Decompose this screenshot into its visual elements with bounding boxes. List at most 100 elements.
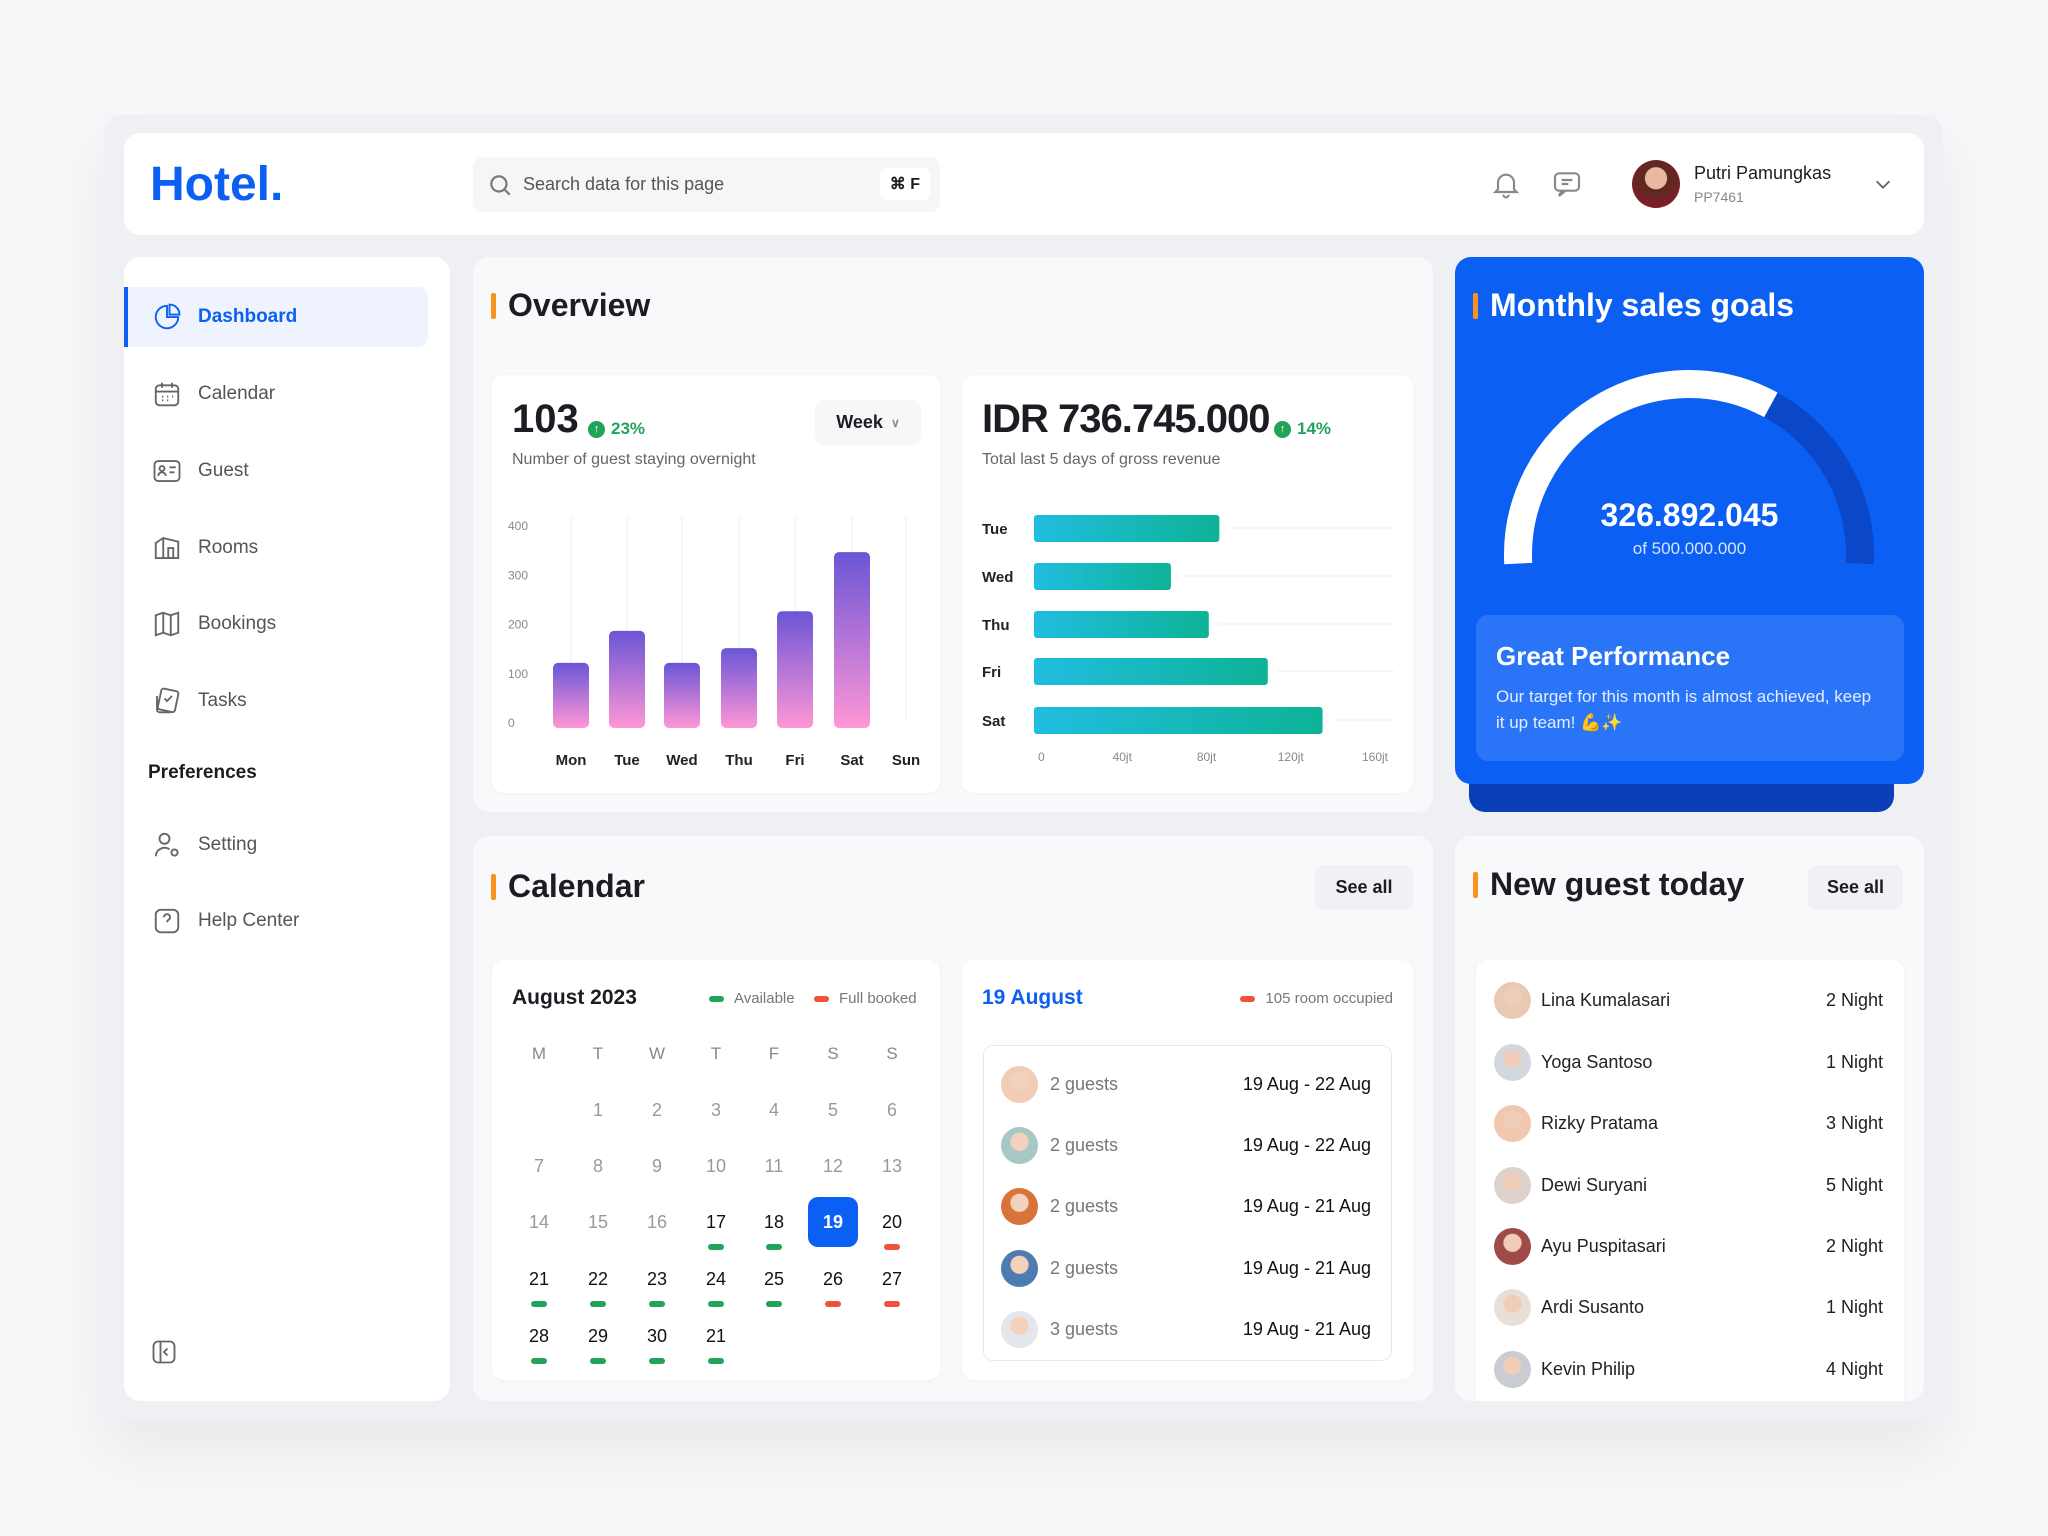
guest-row[interactable]: Rizky Pratama 3 Night [1476, 1103, 1904, 1143]
guest-row[interactable]: Ayu Puspitasari 2 Night [1476, 1226, 1904, 1266]
calendar-day[interactable]: 3 [710, 1099, 721, 1120]
calendar-panel: Calendar See all August 2023 Available F… [473, 836, 1433, 1401]
x-tick-label: Tue [614, 752, 640, 769]
available-indicator [649, 1358, 665, 1364]
calendar-day[interactable]: 8 [592, 1155, 603, 1176]
calendar-day[interactable]: 4 [768, 1099, 779, 1120]
sidebar-item-rooms[interactable]: Rooms [124, 518, 428, 578]
calendar-day[interactable]: 21 [528, 1268, 550, 1289]
calendar-day[interactable]: 29 [587, 1325, 609, 1346]
booking-row[interactable]: 2 guests 19 Aug - 21 Aug [984, 1248, 1391, 1288]
x-tick-label: Sat [840, 752, 863, 769]
guest-row[interactable]: Dewi Suryani 5 Night [1476, 1165, 1904, 1205]
calendar-day[interactable]: 27 [881, 1268, 903, 1289]
bell-icon[interactable] [1490, 168, 1522, 200]
header: Hotel. Search data for this page ⌘ F Put… [124, 133, 1924, 235]
guest-name: Yoga Santoso [1541, 1051, 1653, 1072]
chat-icon[interactable] [1551, 168, 1583, 200]
calendar-day[interactable]: 12 [822, 1155, 844, 1176]
calendar-day[interactable]: 13 [881, 1155, 903, 1176]
calendar-day[interactable]: 5 [827, 1099, 838, 1120]
calendar-title: Calendar [491, 868, 645, 905]
bar-mon [553, 662, 589, 728]
guests-see-all-button[interactable]: See all [1808, 865, 1903, 910]
calendar-day[interactable]: 1 [592, 1099, 603, 1120]
sidebar-item-calendar[interactable]: Calendar [124, 364, 428, 424]
revenue-value: IDR 736.745.000 [982, 397, 1270, 441]
calendar-day[interactable]: 15 [587, 1211, 609, 1232]
full-indicator [884, 1301, 900, 1307]
search-input[interactable]: Search data for this page ⌘ F [473, 157, 940, 212]
calendar-day[interactable]: 17 [705, 1211, 727, 1232]
guest-row[interactable]: Lina Kumalasari 2 Night [1476, 980, 1904, 1020]
booking-dates: 19 Aug - 21 Aug [1242, 1318, 1371, 1339]
calendar-day[interactable]: 2 [651, 1099, 662, 1120]
user-gear-icon [154, 832, 179, 857]
sidebar-item-help-center[interactable]: Help Center [124, 891, 428, 951]
weekday-label: T [710, 1044, 722, 1063]
guest-row[interactable]: Kevin Philip 4 Night [1476, 1349, 1904, 1389]
arrow-up-icon: ↑ [588, 420, 605, 438]
booking-row[interactable]: 2 guests 19 Aug - 22 Aug [984, 1125, 1391, 1165]
user-id: PP7461 [1694, 189, 1744, 205]
calendar-day[interactable]: 10 [705, 1155, 727, 1176]
sidebar-item-guest[interactable]: Guest [124, 441, 428, 501]
guest-avatar [1494, 1288, 1531, 1326]
guest-name: Ardi Susanto [1541, 1296, 1645, 1317]
calendar-day[interactable]: 9 [651, 1155, 662, 1176]
calendar-day[interactable]: 19 [808, 1197, 858, 1247]
period-dropdown[interactable]: Week ∨ [815, 400, 921, 445]
booking-row[interactable]: 2 guests 19 Aug - 21 Aug [984, 1186, 1391, 1226]
guest-change-badge: ↑ 23% [588, 419, 645, 439]
calendar-day[interactable]: 26 [822, 1268, 844, 1289]
sidebar-item-tasks[interactable]: Tasks [124, 671, 428, 731]
occupied-swatch [1240, 995, 1256, 1002]
booking-row[interactable]: 3 guests 19 Aug - 21 Aug [984, 1309, 1391, 1349]
revenue-change-badge: ↑ 14% [1274, 419, 1331, 439]
sales-gauge [1504, 370, 1874, 565]
user-avatar[interactable] [1632, 160, 1680, 208]
sidebar-item-dashboard[interactable]: Dashboard [124, 287, 428, 347]
sidebar-item-setting[interactable]: Setting [124, 815, 428, 875]
x-tick-label: Wed [666, 752, 697, 769]
calendar-day[interactable]: 14 [528, 1211, 550, 1232]
calendar-day[interactable]: 23 [646, 1268, 668, 1289]
chevron-down-icon[interactable] [1872, 173, 1894, 195]
collapse-sidebar-icon[interactable] [150, 1338, 178, 1366]
calendar-day[interactable]: 25 [763, 1268, 785, 1289]
booking-row[interactable]: 2 guests 19 Aug - 22 Aug [984, 1064, 1391, 1104]
calendar-day[interactable]: 20 [881, 1211, 903, 1232]
sidebar: Preferences Dashboard Calendar Guest Rooms B… [124, 257, 450, 1401]
goals-value: 326.892.045 [1600, 497, 1779, 533]
calendar-day[interactable]: 30 [646, 1325, 668, 1346]
logo: Hotel. [150, 158, 284, 211]
month-calendar: August 2023 Available Full booked M T W T F S… [492, 960, 940, 1380]
sidebar-item-bookings[interactable]: Bookings [124, 594, 428, 654]
guest-row[interactable]: Yoga Santoso 1 Night [1476, 1042, 1904, 1082]
sidebar-item-label: Setting [198, 834, 258, 855]
calendar-day[interactable]: 18 [763, 1211, 785, 1232]
calendar-day[interactable]: 7 [533, 1155, 544, 1176]
calendar-day[interactable]: 11 [764, 1155, 784, 1176]
guest-row[interactable]: Ardi Susanto 1 Night [1476, 1287, 1904, 1327]
tasks-icon [156, 687, 180, 714]
available-indicator [708, 1301, 724, 1307]
x-tick-label: Fri [785, 752, 804, 769]
legend-full: Full booked [814, 990, 917, 1007]
guest-avatar [1001, 1310, 1038, 1348]
calendar-day[interactable]: 22 [587, 1268, 609, 1289]
help-icon [154, 908, 180, 934]
guest-avatar [1494, 1350, 1531, 1388]
occupied-label: 105 room occupied [1240, 990, 1393, 1007]
calendar-day[interactable]: 21 [705, 1325, 727, 1346]
booking-dates: 19 Aug - 22 Aug [1242, 1073, 1371, 1094]
calendar-day[interactable]: 6 [886, 1099, 897, 1120]
calendar-day[interactable]: 28 [528, 1325, 550, 1346]
guest-count: 103 [512, 397, 579, 441]
calendar-see-all-button[interactable]: See all [1315, 865, 1413, 910]
guest-count: 2 guests [1050, 1073, 1119, 1094]
calendar-day[interactable]: 24 [705, 1268, 727, 1289]
search-icon [490, 175, 511, 196]
calendar-day[interactable]: 16 [646, 1211, 668, 1232]
month-label: August 2023 [512, 986, 637, 1009]
